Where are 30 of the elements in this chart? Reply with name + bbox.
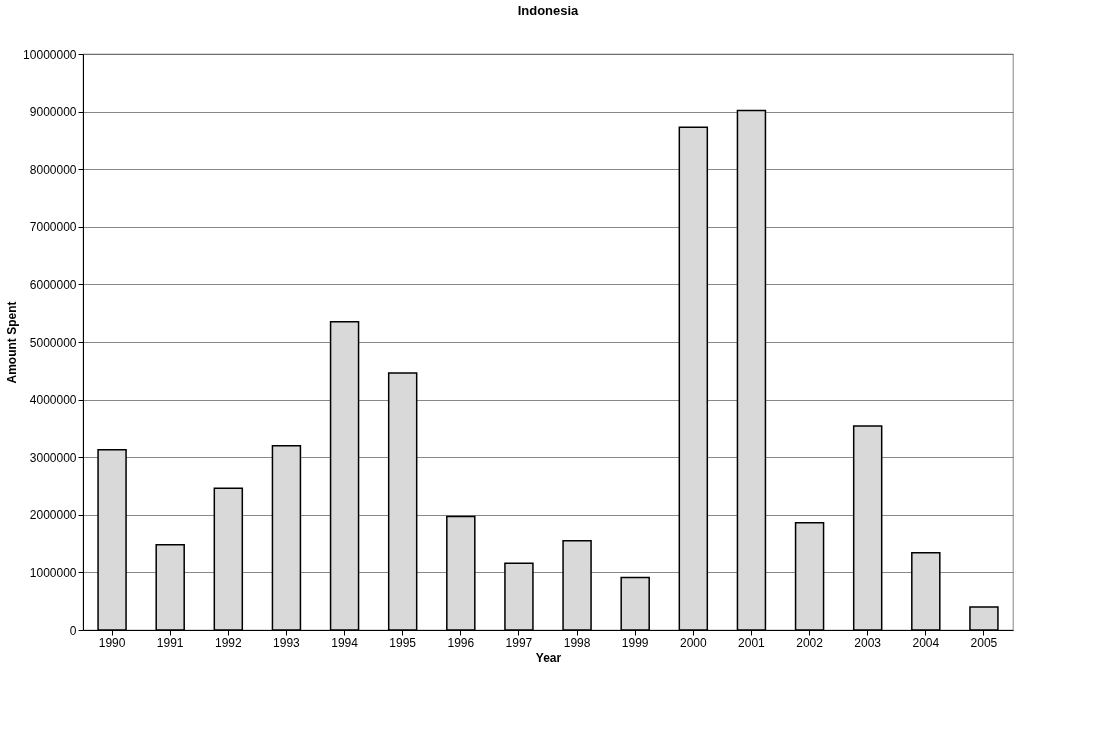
y-tick-label: 0 — [69, 623, 77, 638]
y-tick-label: 2000000 — [29, 508, 77, 523]
x-tick-label: 1990 — [98, 635, 126, 650]
chart-title: Indonesia — [517, 3, 580, 18]
x-tick-label: 2002 — [796, 635, 824, 650]
y-tick-label: 4000000 — [29, 393, 77, 408]
x-tick-label: 1995 — [389, 635, 417, 650]
y-tick-label: 1000000 — [29, 565, 77, 580]
x-tick-label: 2003 — [854, 635, 882, 650]
x-tick-label: 1998 — [563, 635, 591, 650]
y-tick-label: 8000000 — [29, 162, 77, 177]
x-tick-label: 1991 — [156, 635, 184, 650]
y-tick-label: 9000000 — [29, 105, 77, 120]
x-tick-label: 2005 — [970, 635, 998, 650]
y-axis-title: Amount Spent — [5, 301, 20, 384]
x-tick-label: 1997 — [505, 635, 533, 650]
x-tick-label: 1996 — [447, 635, 475, 650]
x-tick-label: 1994 — [331, 635, 359, 650]
x-tick-label: 1992 — [214, 635, 242, 650]
y-tick-label: 5000000 — [29, 335, 77, 350]
y-tick-label: 10000000 — [23, 47, 77, 62]
y-tick-label: 7000000 — [29, 220, 77, 235]
x-axis-title: Year — [535, 650, 562, 665]
y-tick-label: 3000000 — [29, 450, 77, 465]
y-tick-label: 6000000 — [29, 277, 77, 292]
x-tick-label: 2001 — [738, 635, 766, 650]
x-tick-label: 2000 — [679, 635, 707, 650]
x-tick-label: 1999 — [621, 635, 649, 650]
x-tick-label: 2004 — [912, 635, 940, 650]
x-tick-label: 1993 — [273, 635, 301, 650]
